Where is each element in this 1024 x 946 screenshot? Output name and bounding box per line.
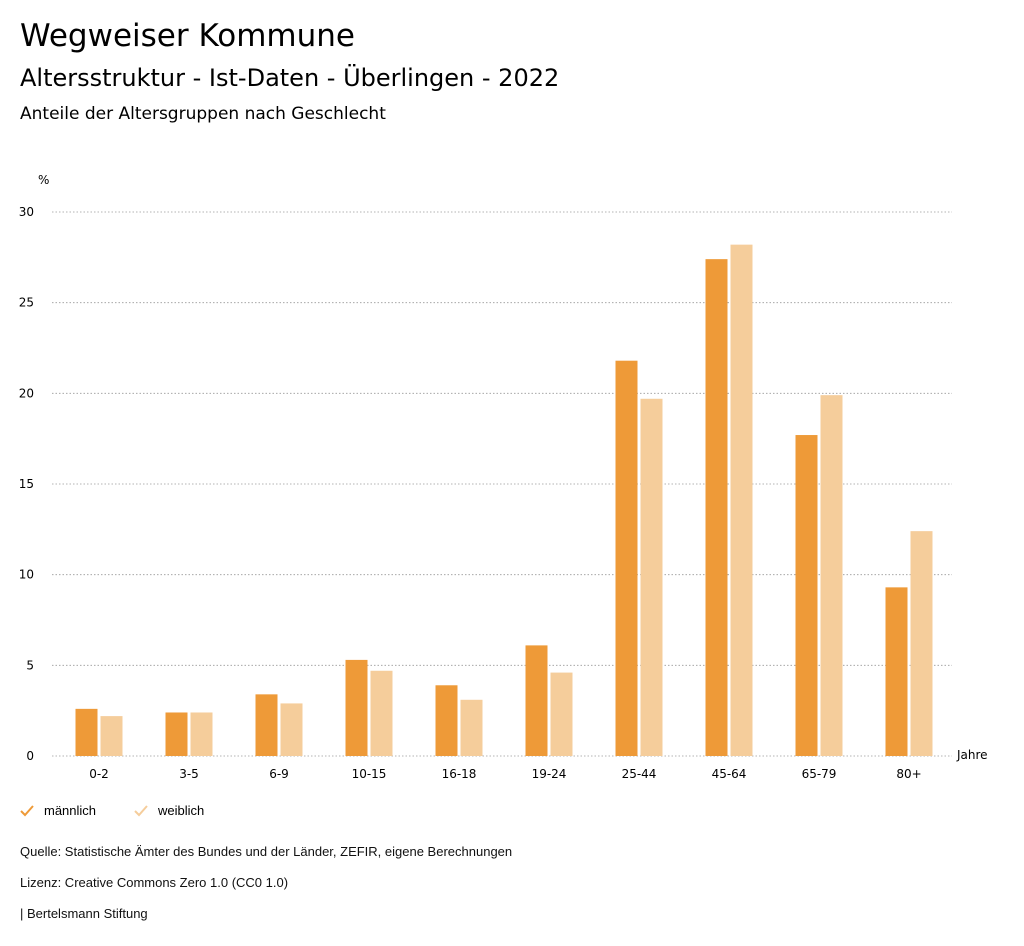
legend: männlich weiblich — [20, 803, 242, 818]
y-tick-label: 25 — [19, 296, 34, 310]
legend-label: weiblich — [158, 803, 205, 818]
y-axis-ticks: 0 5 10 15 20 25 30 — [19, 205, 34, 763]
bar-maennlich-45-64[interactable] — [705, 259, 728, 756]
x-axis-ticks: 0-2 3-5 6-9 10-15 16-18 19-24 25-44 45-64 65-79 8… — [89, 767, 921, 781]
bar-maennlich-0-2[interactable] — [75, 708, 98, 756]
bar-chart: 0 5 10 15 20 25 30 0-2 3-5 6-9 10-15 16-18 19-24 25-… — [19, 173, 988, 781]
x-tick-label: 25-44 — [622, 767, 657, 781]
bar-maennlich-25-44[interactable] — [615, 360, 638, 756]
bar-maennlich-3-5[interactable] — [165, 712, 188, 756]
legend-item-maennlich[interactable]: männlich — [20, 803, 96, 818]
x-tick-label: 16-18 — [442, 767, 477, 781]
x-tick-label: 6-9 — [269, 767, 289, 781]
bars — [75, 244, 933, 756]
bar-maennlich-19-24[interactable] — [525, 645, 548, 756]
y-tick-label: 5 — [26, 658, 34, 672]
bar-weiblich-80+[interactable] — [910, 531, 933, 756]
y-tick-label: 10 — [19, 568, 34, 582]
bar-maennlich-80+[interactable] — [885, 587, 908, 756]
bar-maennlich-6-9[interactable] — [255, 694, 278, 756]
x-tick-label: 45-64 — [712, 767, 747, 781]
x-tick-label: 3-5 — [179, 767, 199, 781]
bar-maennlich-10-15[interactable] — [345, 659, 368, 756]
license-note: Lizenz: Creative Commons Zero 1.0 (CC0 1… — [20, 875, 289, 890]
page-title: Wegweiser Kommune — [20, 18, 355, 54]
legend-label: männlich — [44, 803, 97, 818]
x-tick-label: 65-79 — [802, 767, 837, 781]
source-note: Quelle: Statistische Ämter des Bundes un… — [20, 844, 513, 859]
x-tick-label: 0-2 — [89, 767, 109, 781]
bar-weiblich-25-44[interactable] — [640, 398, 663, 756]
x-axis-label: Jahre — [956, 748, 988, 762]
x-tick-label: 80+ — [896, 767, 921, 781]
bar-weiblich-16-18[interactable] — [460, 699, 483, 756]
bar-weiblich-19-24[interactable] — [550, 672, 573, 756]
bar-weiblich-0-2[interactable] — [100, 716, 123, 756]
bar-maennlich-16-18[interactable] — [435, 685, 458, 756]
bar-weiblich-6-9[interactable] — [280, 703, 303, 756]
bar-weiblich-10-15[interactable] — [370, 670, 393, 756]
x-tick-label: 19-24 — [532, 767, 567, 781]
chart-description: Anteile der Altersgruppen nach Geschlech… — [20, 104, 386, 124]
check-icon — [20, 804, 34, 816]
x-tick-label: 10-15 — [352, 767, 387, 781]
bar-weiblich-65-79[interactable] — [820, 395, 843, 756]
legend-item-weiblich[interactable]: weiblich — [134, 803, 204, 818]
y-tick-label: 30 — [19, 205, 34, 219]
y-tick-label: 15 — [19, 477, 34, 491]
bar-weiblich-45-64[interactable] — [730, 244, 753, 756]
y-axis-label: % — [38, 173, 49, 187]
check-icon — [134, 804, 148, 816]
bar-weiblich-3-5[interactable] — [190, 712, 213, 756]
y-tick-label: 20 — [19, 386, 34, 400]
chart-subtitle: Altersstruktur - Ist-Daten - Überlingen … — [20, 64, 560, 92]
brand-note: | Bertelsmann Stiftung — [20, 906, 148, 921]
bar-maennlich-65-79[interactable] — [795, 435, 818, 756]
y-tick-label: 0 — [26, 749, 34, 763]
